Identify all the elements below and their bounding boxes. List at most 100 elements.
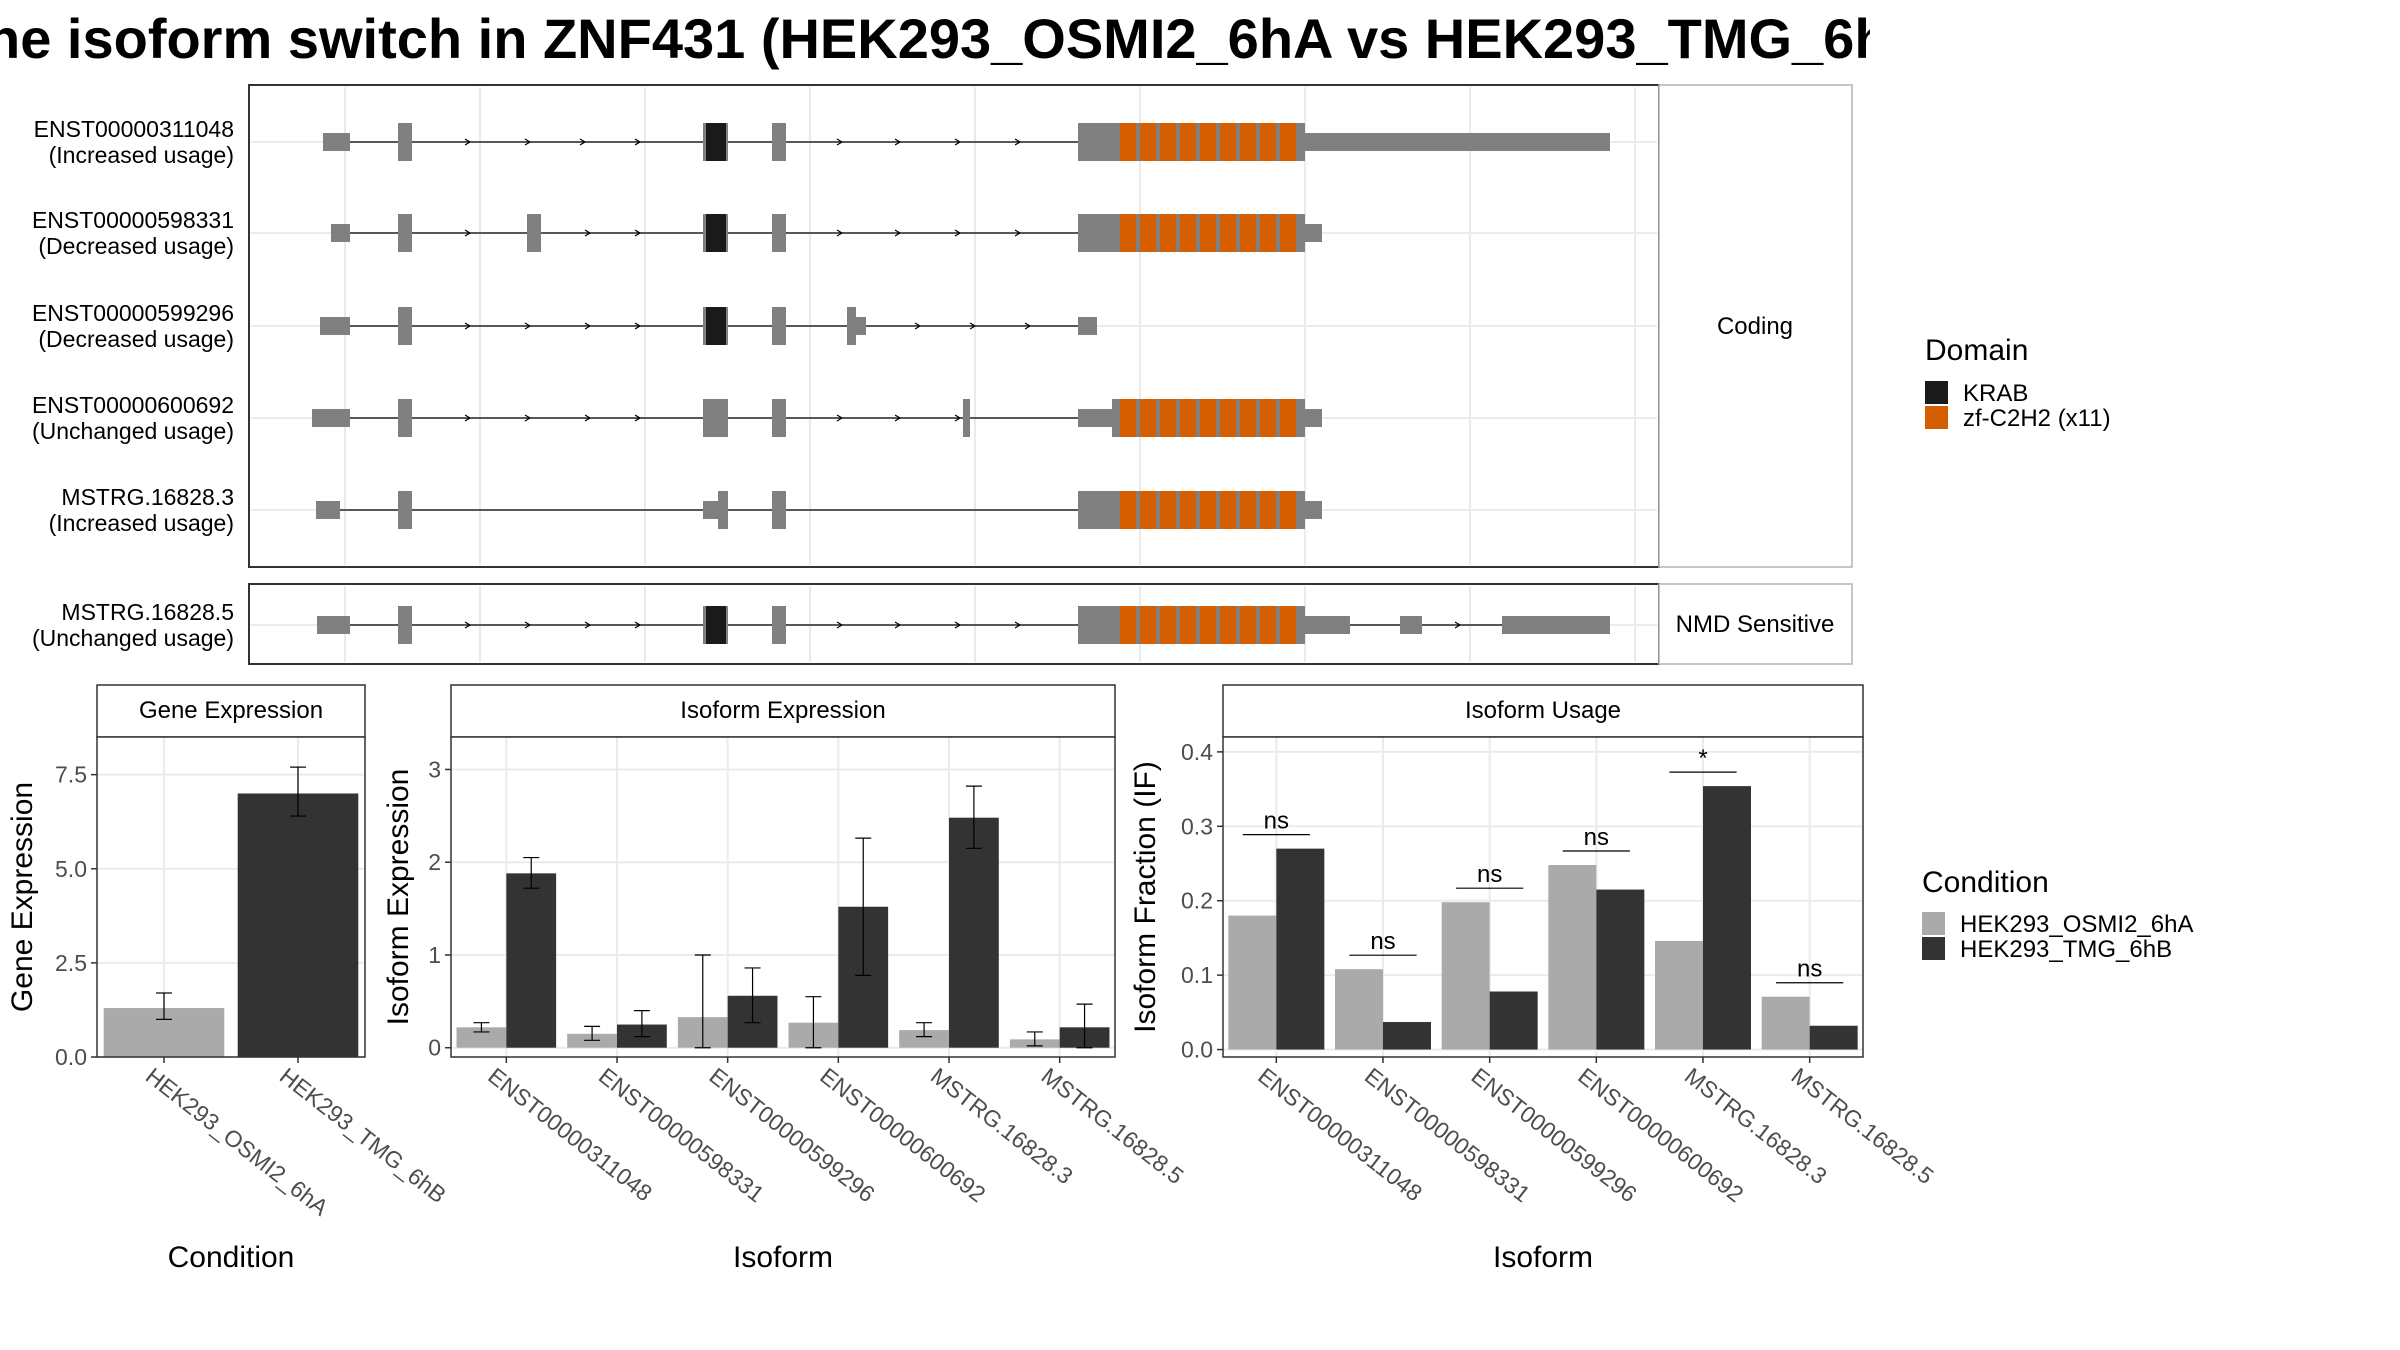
zf-c2h2-domain	[1200, 399, 1216, 437]
zf-c2h2-domain	[1120, 214, 1136, 252]
zf-c2h2-domain	[1280, 123, 1296, 161]
coding-strip	[1658, 84, 1853, 568]
panel-title: Isoform Expression	[680, 697, 885, 724]
strand-arrow	[464, 414, 472, 422]
zf-c2h2-domain	[1120, 606, 1136, 644]
strand-arrow	[584, 322, 592, 330]
zf-c2h2-domain	[1140, 214, 1156, 252]
zf-c2h2-domain	[1180, 491, 1196, 529]
legend-key-krab	[1925, 381, 1948, 404]
plot-frame	[450, 736, 1116, 1058]
utr-exon	[331, 224, 350, 242]
y-axis-title: Isoform Expression	[382, 769, 415, 1026]
bar	[1655, 940, 1703, 1050]
zf-c2h2-domain	[1240, 399, 1256, 437]
zf-c2h2-domain	[1160, 123, 1176, 161]
zf-c2h2-domain	[1260, 399, 1276, 437]
coding-exon	[772, 606, 786, 644]
y-axis-title: Isoform Fraction (IF)	[1129, 761, 1162, 1033]
utr-exon	[1078, 409, 1112, 427]
y-tick-label: 0.0	[55, 1044, 87, 1070]
transcript-3	[320, 307, 1097, 345]
coding-exon	[398, 399, 412, 437]
zf-c2h2-domain	[1120, 399, 1136, 437]
transcript-2	[331, 214, 1322, 252]
legend-label-cond-a: HEK293_OSMI2_6hA	[1960, 911, 2193, 938]
coding-exon	[772, 214, 786, 252]
zf-c2h2-domain	[1180, 214, 1196, 252]
nmd-facet-label: NMD Sensitive	[1676, 611, 1835, 638]
zf-c2h2-domain	[1160, 606, 1176, 644]
strand-arrow	[1014, 138, 1022, 146]
coding-exon	[398, 491, 412, 529]
zf-c2h2-domain	[1140, 399, 1156, 437]
zf-c2h2-domain	[1200, 491, 1216, 529]
zf-c2h2-domain	[1140, 123, 1156, 161]
zf-c2h2-domain	[1240, 606, 1256, 644]
plot-frame	[1222, 736, 1864, 1058]
isoform-label-id: MSTRG.16828.3	[61, 484, 234, 510]
significance-label: *	[1698, 745, 1707, 772]
utr-exon	[320, 317, 350, 335]
x-axis-title: Condition	[168, 1241, 295, 1274]
legend-label-cond-b: HEK293_TMG_6hB	[1960, 936, 2172, 963]
coding-exon	[398, 606, 412, 644]
condition-legend-title: Condition	[1922, 866, 2049, 899]
strand-arrow	[464, 229, 472, 237]
isoform-label-usage: (Decreased usage)	[38, 233, 234, 259]
utr-exon	[317, 616, 350, 634]
strand-arrow	[634, 414, 642, 422]
nmd-strip	[1658, 583, 1853, 665]
structure-tracks	[312, 123, 1610, 644]
strand-arrow	[524, 414, 532, 422]
strand-arrow	[584, 621, 592, 629]
y-tick-label: 0.4	[1181, 739, 1213, 765]
zf-c2h2-domain	[1200, 606, 1216, 644]
isoform-label-usage: (Unchanged usage)	[32, 625, 234, 651]
strand-arrow	[894, 138, 902, 146]
y-tick-label: 5.0	[55, 856, 87, 882]
main-title: he isoform switch in ZNF431 (HEK293_OSMI…	[0, 0, 1870, 90]
zf-c2h2-domain	[1280, 491, 1296, 529]
bar	[506, 873, 557, 1048]
bar	[1761, 996, 1810, 1050]
coding-exon	[703, 399, 728, 437]
strand-arrow	[1014, 621, 1022, 629]
strand-arrow	[579, 138, 587, 146]
strand-arrow	[954, 621, 962, 629]
strand-arrow	[836, 414, 844, 422]
utr-exon	[703, 501, 718, 519]
bar	[1441, 902, 1490, 1050]
coding-exon	[847, 307, 856, 345]
zf-c2h2-domain	[1260, 123, 1276, 161]
strand-arrow	[524, 621, 532, 629]
zf-c2h2-domain	[1120, 491, 1136, 529]
transcript-5	[316, 491, 1322, 529]
strand-arrow	[1014, 229, 1022, 237]
bar	[1809, 1025, 1858, 1050]
coding-exon	[772, 399, 786, 437]
zf-c2h2-domain	[1220, 606, 1236, 644]
significance-label: ns	[1370, 928, 1395, 955]
strand-arrow	[584, 229, 592, 237]
krab-domain	[706, 214, 726, 252]
strand-arrow	[1024, 322, 1032, 330]
y-tick-label: 0.0	[1181, 1037, 1213, 1063]
bar	[949, 817, 999, 1048]
strand-arrow	[634, 621, 642, 629]
utr-exon	[1305, 133, 1610, 151]
coding-exon	[527, 214, 541, 252]
utr-exon	[316, 501, 340, 519]
zf-c2h2-domain	[1180, 399, 1196, 437]
domain-legend-title: Domain	[1925, 334, 2028, 367]
krab-domain	[706, 606, 726, 644]
isoform-expression-chart: Isoform Expression0123ENST00000311048ENS…	[382, 684, 1189, 1274]
utr-exon	[1305, 501, 1322, 519]
bar	[1548, 865, 1597, 1050]
zf-c2h2-domain	[1200, 214, 1216, 252]
structure-labels: ENST00000311048(Increased usage)ENST0000…	[32, 116, 234, 651]
zf-c2h2-domain	[1180, 123, 1196, 161]
panel-title: Isoform Usage	[1465, 697, 1621, 724]
strand-arrow	[894, 414, 902, 422]
transcript-6	[317, 606, 1610, 644]
